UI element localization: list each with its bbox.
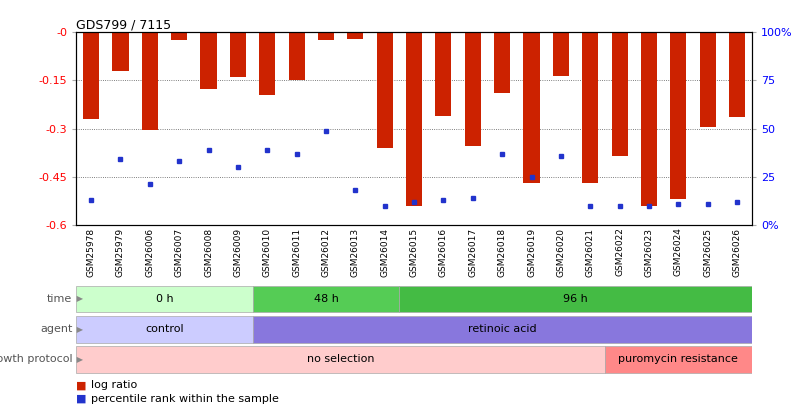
Text: puromycin resistance: puromycin resistance <box>618 354 737 364</box>
Text: ▶: ▶ <box>74 294 83 303</box>
Bar <box>523 32 539 183</box>
Bar <box>252 316 751 343</box>
Bar <box>406 32 422 206</box>
Bar <box>494 32 510 93</box>
Bar <box>604 346 751 373</box>
Bar <box>76 346 604 373</box>
Bar <box>76 286 252 312</box>
Bar <box>399 286 751 312</box>
Bar <box>230 32 246 77</box>
Bar <box>640 32 656 206</box>
Text: GDS799 / 7115: GDS799 / 7115 <box>76 18 171 31</box>
Text: control: control <box>145 324 184 334</box>
Bar <box>259 32 275 95</box>
Text: log ratio: log ratio <box>91 380 137 390</box>
Bar <box>728 32 744 117</box>
Text: time: time <box>47 294 72 304</box>
Bar <box>317 32 333 40</box>
Text: ■: ■ <box>76 380 87 390</box>
Bar <box>252 286 399 312</box>
Text: no selection: no selection <box>307 354 374 364</box>
Text: ▶: ▶ <box>74 324 83 334</box>
Text: ■: ■ <box>76 394 87 404</box>
Bar <box>83 32 99 119</box>
Bar <box>112 32 128 71</box>
Bar <box>552 32 569 76</box>
Bar <box>171 32 187 40</box>
Bar <box>288 32 304 81</box>
Bar <box>670 32 686 199</box>
Text: percentile rank within the sample: percentile rank within the sample <box>91 394 279 404</box>
Bar <box>434 32 451 116</box>
Text: retinoic acid: retinoic acid <box>467 324 536 334</box>
Bar <box>699 32 715 127</box>
Bar <box>141 32 157 130</box>
Text: 96 h: 96 h <box>562 294 587 304</box>
Bar <box>376 32 393 148</box>
Text: agent: agent <box>40 324 72 334</box>
Bar <box>76 316 252 343</box>
Text: 48 h: 48 h <box>313 294 338 304</box>
Bar <box>611 32 627 156</box>
Bar <box>347 32 363 39</box>
Bar <box>200 32 216 89</box>
Bar <box>464 32 480 146</box>
Text: 0 h: 0 h <box>156 294 173 304</box>
Text: growth protocol: growth protocol <box>0 354 72 364</box>
Text: ▶: ▶ <box>74 355 83 364</box>
Bar <box>581 32 597 183</box>
